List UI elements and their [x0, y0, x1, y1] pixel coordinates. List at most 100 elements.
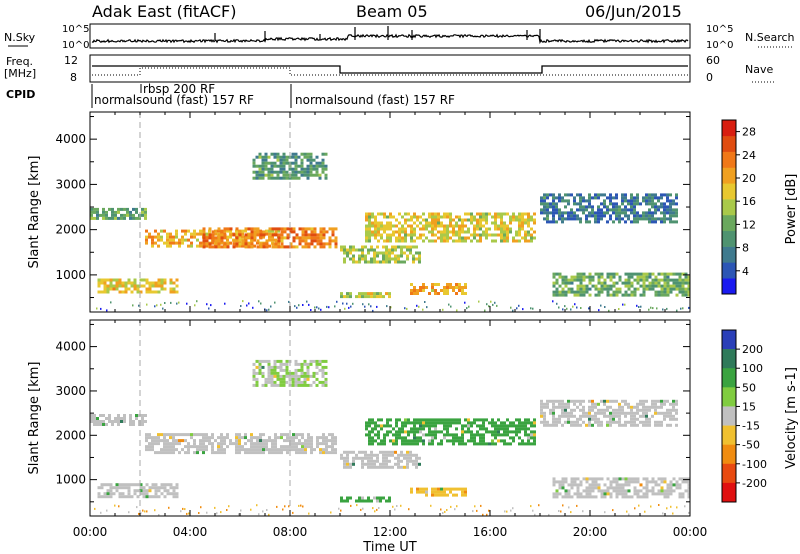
velocity-echo-cell — [129, 414, 132, 417]
velocity-echo-cell — [588, 408, 591, 412]
velocity-echo-cell — [431, 439, 434, 443]
power-echo-cell — [588, 272, 592, 276]
velocity-echo-cell — [277, 451, 280, 455]
velocity-echo-cell — [208, 439, 211, 443]
power-echo-cell — [624, 272, 628, 276]
power-echo-cell — [600, 290, 604, 294]
power-echo-cell — [494, 215, 497, 219]
power-echo-cell — [497, 227, 500, 231]
velocity-echo-cell — [594, 405, 597, 409]
velocity-echo-cell — [187, 451, 190, 455]
velocity-echo-cell — [452, 436, 455, 440]
velocity-echo-cell — [398, 436, 401, 440]
power-echo-cell — [464, 239, 467, 243]
power-echo-cell — [588, 281, 592, 285]
velocity-echo-cell — [615, 414, 618, 418]
power-echo-cell — [232, 233, 236, 237]
velocity-echo-cell — [533, 439, 536, 443]
power-echo-cell — [564, 290, 568, 294]
power-echo-cell — [250, 239, 254, 243]
power-echo-cell — [382, 245, 385, 249]
velocity-echo-cell — [380, 418, 383, 422]
velocity-echo-cell — [555, 492, 559, 496]
power-echo-cell — [241, 239, 245, 243]
power-echo-cell — [449, 224, 452, 228]
power-echo-cell — [244, 242, 248, 246]
velocity-echo-cell — [380, 442, 383, 446]
velocity-echo-cell — [395, 418, 398, 422]
power-ground-speckle — [552, 300, 554, 303]
velocity-ground-speckle — [576, 504, 578, 507]
power-echo-cell — [322, 245, 326, 249]
velocity-echo-cell — [594, 495, 598, 499]
power-echo-cell — [259, 242, 263, 246]
power-echo-cell — [235, 244, 238, 248]
velocity-echo-cell — [303, 371, 307, 375]
power-echo-cell — [349, 248, 352, 252]
velocity-echo-cell — [377, 442, 380, 446]
velocity-echo-cell — [585, 414, 588, 418]
velocity-echo-cell — [669, 483, 673, 487]
velocity-echo-cell — [285, 368, 289, 372]
power-echo-cell — [220, 236, 224, 240]
velocity-echo-cell — [379, 462, 382, 466]
power-echo-cell — [570, 211, 573, 215]
velocity-echo-cell — [376, 459, 379, 463]
velocity-echo-cell — [506, 430, 509, 434]
power-echo-cell — [313, 227, 317, 231]
velocity-ground-speckle — [100, 511, 102, 514]
velocity-echo-cell — [588, 405, 591, 409]
power-echo-cell — [648, 193, 651, 197]
power-echo-cell — [555, 272, 559, 276]
nave-tick-low: 0 — [706, 71, 713, 84]
velocity-ground-speckle — [106, 509, 108, 512]
power-echo-cell — [552, 205, 555, 209]
power-echo-cell — [669, 272, 673, 276]
velocity-echo-cell — [199, 448, 202, 452]
velocity-ground-speckle — [628, 513, 630, 516]
velocity-echo-cell — [543, 420, 546, 424]
velocity-echo-cell — [406, 456, 409, 460]
power-ground-speckle — [426, 306, 428, 309]
velocity-echo-cell — [151, 442, 154, 446]
velocity-echo-cell — [633, 489, 637, 493]
velocity-echo-cell — [561, 399, 564, 403]
velocity-echo-cell — [301, 442, 304, 446]
power-echo-cell — [175, 278, 179, 282]
velocity-echo-cell — [380, 427, 383, 431]
power-echo-cell — [169, 287, 173, 291]
power-ground-speckle — [598, 309, 600, 312]
velocity-echo-cell — [136, 483, 140, 487]
velocity-echo-cell — [358, 450, 361, 454]
velocity-echo-cell — [654, 420, 657, 424]
velocity-echo-cell — [400, 465, 403, 469]
power-echo-cell — [515, 239, 518, 243]
power-echo-cell — [277, 245, 281, 249]
velocity-echo-cell — [404, 439, 407, 443]
power-echo-cell — [169, 244, 172, 248]
power-ground-speckle — [206, 303, 208, 306]
velocity-echo-cell — [434, 493, 437, 497]
power-echo-cell — [570, 287, 574, 291]
power-echo-cell — [597, 214, 600, 218]
power-ground-speckle — [310, 309, 312, 311]
velocity-echo-cell — [377, 436, 380, 440]
velocity-echo-cell — [334, 436, 337, 440]
velocity-echo-cell — [687, 492, 691, 496]
velocity-echo-cell — [630, 495, 634, 499]
power-echo-cell — [443, 292, 446, 295]
power-echo-cell — [247, 233, 251, 237]
power-echo-cell — [582, 284, 586, 288]
power-echo-cell — [585, 199, 588, 203]
power-echo-cell — [543, 217, 546, 221]
power-ground-speckle — [600, 304, 602, 307]
velocity-echo-cell — [220, 448, 223, 452]
velocity-echo-cell — [157, 486, 161, 490]
velocity-echo-cell — [416, 418, 419, 422]
power-echo-cell — [157, 278, 161, 282]
velocity-echo-cell — [597, 417, 600, 421]
power-echo-cell — [567, 199, 570, 203]
velocity-echo-cell — [413, 418, 416, 422]
velocity-echo-cell — [371, 436, 374, 440]
power-echo-cell — [609, 272, 613, 276]
